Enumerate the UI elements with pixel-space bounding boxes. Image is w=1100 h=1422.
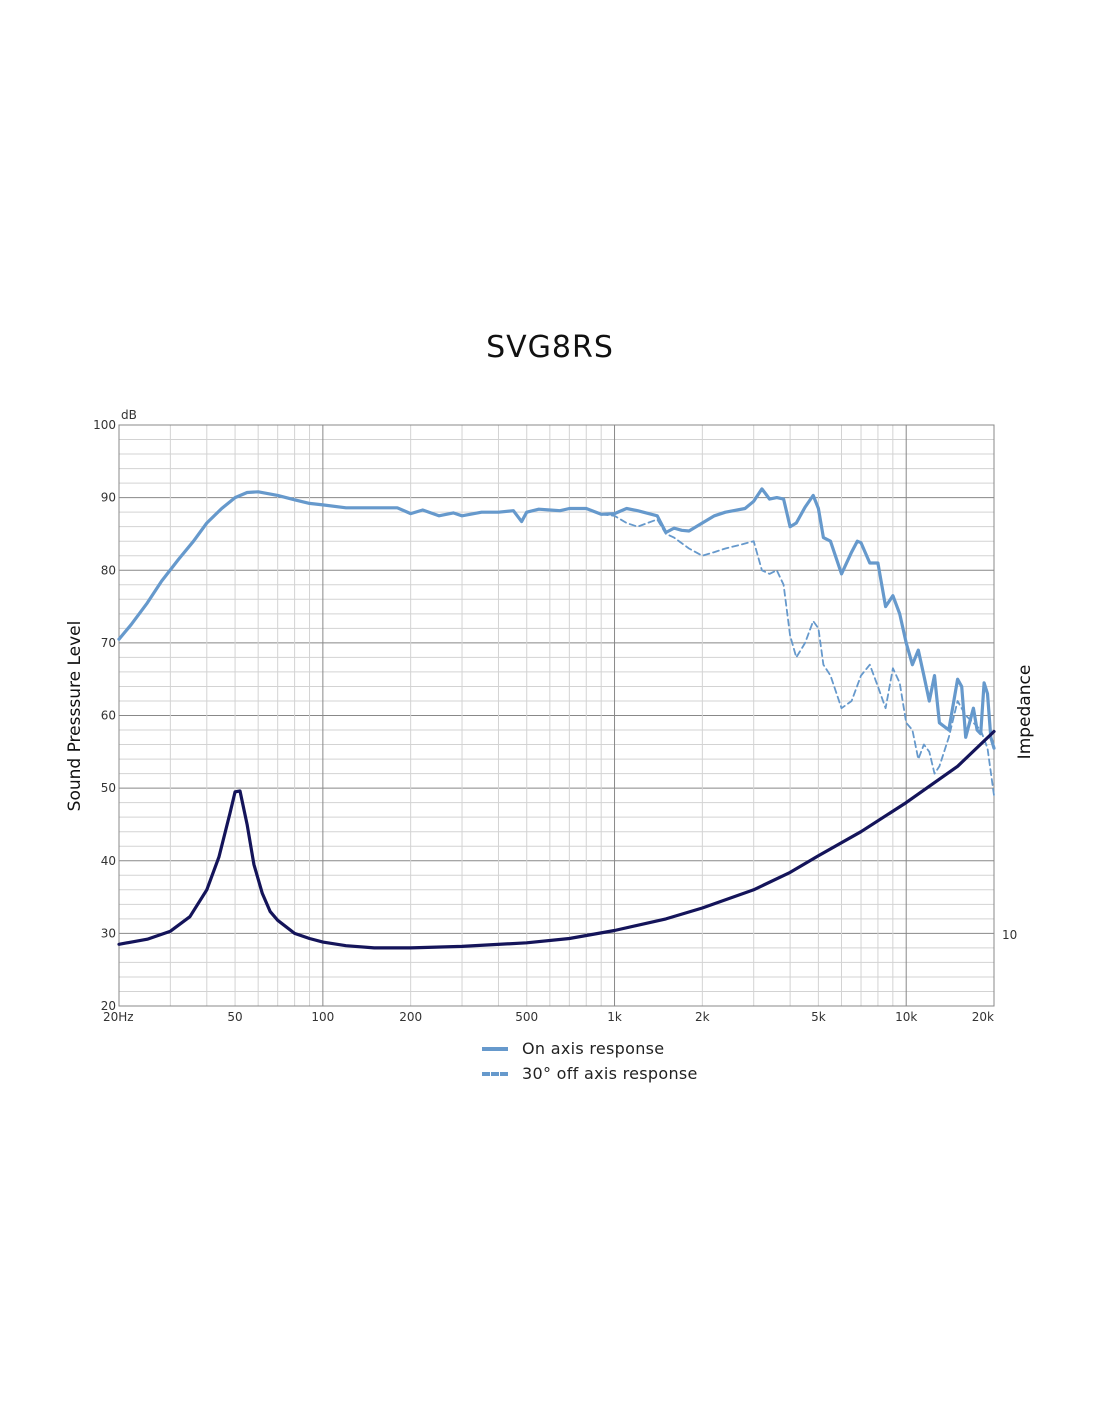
right-axis-title: Impedance — [1015, 665, 1035, 760]
x-tick-label: 500 — [515, 1010, 538, 1024]
legend-label: On axis response — [522, 1039, 665, 1058]
x-tick-label: 100 — [311, 1010, 334, 1024]
y-tick-label: 90 — [101, 491, 116, 505]
impedance-line — [117, 729, 996, 950]
on-axis-response-line — [117, 487, 996, 750]
legend-item-off-axis: 30° off axis response — [482, 1061, 698, 1086]
x-tick-label: 200 — [399, 1010, 422, 1024]
legend-label: 30° off axis response — [522, 1064, 698, 1083]
off-axis-response-line — [118, 490, 995, 797]
plot-frame — [118, 424, 995, 1007]
y-tick-label: 100 — [93, 418, 116, 432]
chart-grid — [118, 424, 995, 1007]
y-tick-label: 40 — [101, 854, 116, 868]
y-tick-label: 80 — [101, 563, 116, 577]
x-tick-labels: 20Hz 50 100 200 500 1k 2k 5k 10k 20k — [103, 1010, 994, 1024]
right-axis-tick-label: 10 — [1002, 928, 1017, 942]
x-tick-label: 50 — [227, 1010, 242, 1024]
y-axis-title: Sound Presssure Level — [65, 621, 85, 812]
x-tick-label: 1k — [607, 1010, 622, 1024]
x-tick-label: 20Hz — [103, 1010, 134, 1024]
legend-swatch-solid — [482, 1046, 508, 1051]
legend-item-on-axis: On axis response — [482, 1036, 698, 1061]
x-tick-label: 5k — [811, 1010, 826, 1024]
y-unit-label: dB — [121, 408, 137, 422]
y-tick-labels: 20 30 40 50 60 70 80 90 100 — [93, 418, 116, 1013]
x-tick-label: 2k — [695, 1010, 710, 1024]
frequency-response-chart: 20Hz 50 100 200 500 1k 2k 5k 10k 20k 20 30 40 50 60 70… — [65, 408, 1035, 1024]
legend-swatch-dashed — [482, 1071, 508, 1076]
chart-title: SVG8RS — [486, 330, 614, 365]
y-tick-label: 20 — [101, 999, 116, 1013]
x-tick-label: 20k — [972, 1010, 994, 1024]
x-tick-label: 10k — [895, 1010, 917, 1024]
y-tick-label: 50 — [101, 781, 116, 795]
y-tick-label: 70 — [101, 636, 116, 650]
y-tick-label: 60 — [101, 709, 116, 723]
y-tick-label: 30 — [101, 926, 116, 940]
legend: On axis response 30° off axis response — [482, 1036, 698, 1086]
series-layer — [117, 487, 996, 950]
